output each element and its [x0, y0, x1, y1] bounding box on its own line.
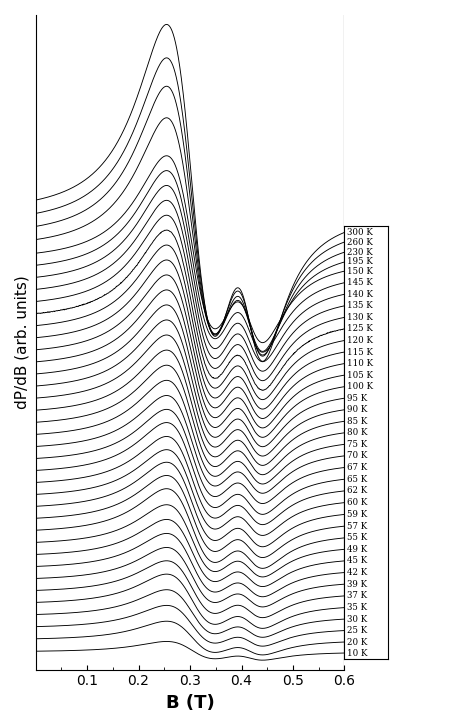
Text: 10 K: 10 K — [347, 648, 367, 657]
Text: 90 K: 90 K — [347, 405, 367, 414]
Text: 75 K: 75 K — [347, 440, 367, 449]
Text: 37 K: 37 K — [347, 591, 367, 601]
Text: 59 K: 59 K — [347, 510, 367, 519]
Text: 67 K: 67 K — [347, 463, 367, 472]
Text: 100 K: 100 K — [347, 382, 373, 391]
Text: 150 K: 150 K — [347, 267, 373, 276]
Text: 110 K: 110 K — [347, 359, 373, 368]
Text: 35 K: 35 K — [347, 603, 367, 612]
Text: 195 K: 195 K — [347, 257, 373, 267]
Text: 57 K: 57 K — [347, 522, 367, 531]
Text: 45 K: 45 K — [347, 556, 367, 566]
Text: 95 K: 95 K — [347, 394, 367, 403]
Text: 260 K: 260 K — [347, 238, 373, 246]
Text: 135 K: 135 K — [347, 301, 373, 310]
Text: 20 K: 20 K — [347, 638, 367, 646]
Y-axis label: dP/dB (arb. units): dP/dB (arb. units) — [15, 276, 30, 409]
Text: 80 K: 80 K — [347, 428, 367, 438]
Text: 140 K: 140 K — [347, 290, 373, 299]
Text: 120 K: 120 K — [347, 336, 373, 345]
Text: 130 K: 130 K — [347, 313, 373, 322]
Text: 145 K: 145 K — [347, 278, 373, 287]
Text: 42 K: 42 K — [347, 568, 367, 577]
X-axis label: B (T): B (T) — [165, 694, 214, 712]
Text: 25 K: 25 K — [347, 626, 367, 635]
Text: 125 K: 125 K — [347, 324, 373, 334]
Text: 85 K: 85 K — [347, 417, 367, 426]
Text: 115 K: 115 K — [347, 348, 373, 356]
Text: 30 K: 30 K — [347, 614, 367, 624]
Text: 65 K: 65 K — [347, 475, 367, 483]
Text: 60 K: 60 K — [347, 498, 367, 507]
Text: 230 K: 230 K — [347, 248, 373, 257]
Text: 70 K: 70 K — [347, 451, 367, 460]
Text: 300 K: 300 K — [347, 228, 373, 237]
Text: 55 K: 55 K — [347, 534, 367, 542]
Text: 39 K: 39 K — [347, 579, 367, 589]
Text: 105 K: 105 K — [347, 371, 373, 379]
Text: 49 K: 49 K — [347, 545, 367, 554]
Text: 62 K: 62 K — [347, 486, 367, 495]
